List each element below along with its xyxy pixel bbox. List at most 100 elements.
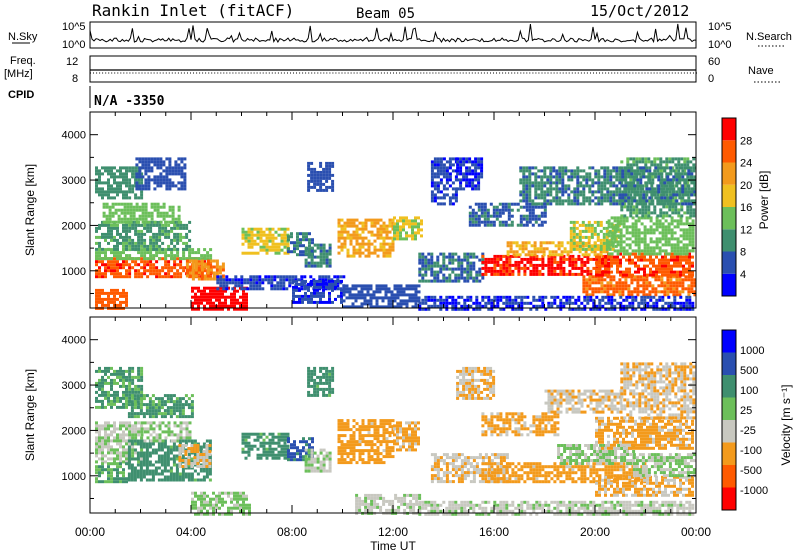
heatmap-cell xyxy=(399,234,402,238)
heatmap-cell xyxy=(331,285,334,289)
heatmap-cell xyxy=(638,160,642,164)
heatmap-cell xyxy=(525,214,529,218)
heatmap-cell xyxy=(687,199,691,203)
heatmap-cell xyxy=(442,163,446,167)
heatmap-cell xyxy=(167,229,171,233)
heatmap-cell xyxy=(262,239,266,243)
heatmap-cell xyxy=(445,160,449,164)
heatmap-cell xyxy=(535,263,539,267)
noise-trace xyxy=(89,23,696,44)
heatmap-cell xyxy=(627,172,631,176)
heatmap-cell xyxy=(527,241,531,245)
heatmap-cell xyxy=(102,214,106,218)
heatmap-cell xyxy=(337,233,341,237)
heatmap-cell xyxy=(621,196,625,200)
heatmap-cell xyxy=(393,299,397,303)
heatmap-cell xyxy=(667,243,671,247)
heatmap-cell xyxy=(666,293,670,297)
heatmap-cell xyxy=(417,228,420,232)
heatmap-cell xyxy=(436,169,440,173)
heatmap-cell xyxy=(135,205,139,209)
heatmap-cell xyxy=(399,231,402,235)
heatmap-cell xyxy=(215,265,219,269)
heatmap-cell xyxy=(614,244,618,248)
heatmap-cell xyxy=(122,166,125,170)
heatmap-cell xyxy=(633,178,637,182)
heatmap-cell xyxy=(585,293,589,297)
heatmap-cell xyxy=(274,242,278,246)
heatmap-cell xyxy=(658,225,662,229)
heatmap-cell xyxy=(280,239,284,243)
heatmap-cell xyxy=(643,249,647,253)
heatmap-cell xyxy=(525,193,529,197)
heatmap-cell xyxy=(414,237,417,241)
heatmap-cell xyxy=(631,225,635,229)
heatmap-cell xyxy=(685,258,688,262)
heatmap-cell xyxy=(672,293,676,297)
heatmap-cell xyxy=(162,214,166,218)
heatmap-cell xyxy=(382,221,386,225)
heatmap-cell xyxy=(218,304,221,308)
heatmap-cell xyxy=(594,172,598,176)
heatmap-cell xyxy=(179,235,183,239)
heatmap-cell xyxy=(648,178,652,182)
heatmap-cell xyxy=(101,288,104,292)
heatmap-cell xyxy=(522,199,526,203)
heatmap-cell xyxy=(598,298,602,302)
heatmap-cell xyxy=(414,293,418,297)
heatmap-cell xyxy=(364,221,368,225)
heatmap-cell xyxy=(591,293,595,297)
heatmap-cell xyxy=(316,261,320,265)
heatmap-cell xyxy=(360,284,364,288)
heatmap-cell xyxy=(342,299,346,303)
heatmap-cell xyxy=(578,244,582,248)
heatmap-cell xyxy=(355,239,359,243)
heatmap-cell xyxy=(469,273,473,277)
heatmap-cell xyxy=(631,222,635,226)
heatmap-cell xyxy=(655,252,659,256)
heatmap-cell xyxy=(448,184,452,188)
heatmap-cell xyxy=(237,281,241,285)
heatmap-cell xyxy=(430,193,434,197)
heatmap-cell xyxy=(427,279,431,283)
heatmap-cell xyxy=(295,285,298,289)
heatmap-cell xyxy=(113,288,116,292)
heatmap-cell xyxy=(463,279,467,283)
heatmap-cell xyxy=(670,267,673,271)
heatmap-cell xyxy=(679,295,683,299)
heatmap-cell xyxy=(448,178,452,182)
heatmap-cell xyxy=(162,169,166,173)
heatmap-cell xyxy=(131,187,135,191)
heatmap-cell xyxy=(418,273,422,277)
heatmap-cell xyxy=(654,275,658,279)
heatmap-cell xyxy=(291,278,295,282)
heatmap-cell xyxy=(537,181,541,185)
heatmap-cell xyxy=(244,233,248,237)
heatmap-cell xyxy=(474,175,478,179)
heatmap-cell xyxy=(569,229,573,233)
heatmap-cell xyxy=(600,190,604,194)
heatmap-cell xyxy=(206,257,210,261)
heatmap-cell xyxy=(559,307,563,311)
heatmap-cell xyxy=(602,247,606,251)
heatmap-cell xyxy=(387,287,391,291)
heatmap-cell xyxy=(296,232,299,236)
heatmap-cell xyxy=(610,216,614,220)
heatmap-cell xyxy=(305,232,308,236)
heatmap-cell xyxy=(185,274,189,278)
heatmap-cell xyxy=(402,293,406,297)
heatmap-cell xyxy=(519,217,523,221)
heatmap-cell xyxy=(197,298,200,302)
heatmap-cell xyxy=(641,208,645,212)
heatmap-cell xyxy=(591,190,595,194)
heatmap-cell xyxy=(595,261,598,265)
heatmap-cell xyxy=(481,260,485,264)
heatmap-cell xyxy=(508,266,512,270)
heatmap-cell xyxy=(616,216,620,220)
heatmap-cell xyxy=(319,246,323,250)
heatmap-cell xyxy=(439,181,443,185)
heatmap-cell xyxy=(637,240,641,244)
heatmap-cell xyxy=(505,263,509,267)
heatmap-cell xyxy=(533,244,537,248)
heatmap-cell xyxy=(533,241,537,245)
